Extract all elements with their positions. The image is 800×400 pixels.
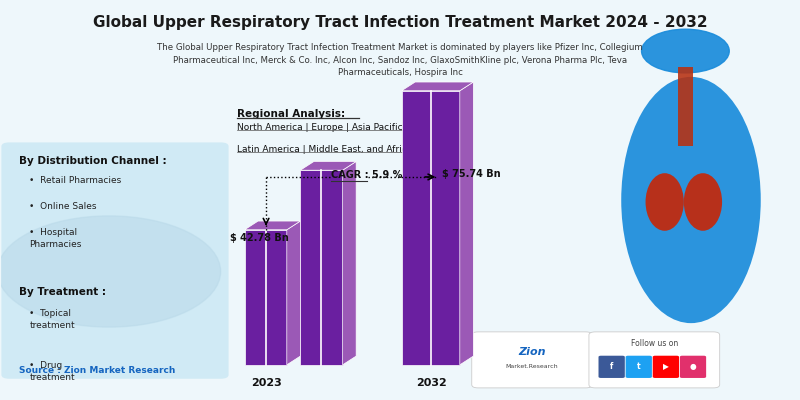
Polygon shape bbox=[286, 221, 300, 365]
Polygon shape bbox=[460, 82, 474, 365]
Text: By Distribution Channel :: By Distribution Channel : bbox=[19, 156, 166, 166]
Text: ●: ● bbox=[690, 362, 696, 371]
Polygon shape bbox=[300, 162, 356, 170]
Text: •  Drug
treatment: • Drug treatment bbox=[30, 361, 75, 382]
FancyBboxPatch shape bbox=[653, 356, 679, 378]
Text: North America | Europe | Asia Pacific: North America | Europe | Asia Pacific bbox=[237, 123, 402, 132]
Text: •  Topical
treatment: • Topical treatment bbox=[30, 309, 75, 330]
FancyBboxPatch shape bbox=[598, 356, 625, 378]
Ellipse shape bbox=[646, 173, 684, 231]
Text: Global Upper Respiratory Tract Infection Treatment Market 2024 - 2032: Global Upper Respiratory Tract Infection… bbox=[93, 15, 707, 30]
Circle shape bbox=[642, 29, 730, 73]
Polygon shape bbox=[300, 170, 342, 365]
Text: Latin America | Middle East, and Africa: Latin America | Middle East, and Africa bbox=[237, 145, 412, 154]
Text: By Treatment :: By Treatment : bbox=[19, 287, 106, 297]
Text: Source : Zion Market Research: Source : Zion Market Research bbox=[19, 366, 175, 375]
Text: •  Online Sales: • Online Sales bbox=[30, 202, 97, 211]
Polygon shape bbox=[402, 91, 460, 365]
FancyBboxPatch shape bbox=[2, 142, 229, 379]
Text: t: t bbox=[637, 362, 641, 371]
Polygon shape bbox=[245, 230, 286, 365]
Text: 2032: 2032 bbox=[417, 378, 447, 388]
Circle shape bbox=[0, 216, 221, 327]
Text: f: f bbox=[610, 362, 614, 371]
Text: Follow us on: Follow us on bbox=[630, 339, 678, 348]
Text: •  Retail Pharmacies: • Retail Pharmacies bbox=[30, 176, 122, 185]
Text: 2023: 2023 bbox=[250, 378, 282, 388]
FancyBboxPatch shape bbox=[472, 332, 592, 388]
Polygon shape bbox=[245, 221, 300, 230]
Text: $ 75.74 Bn: $ 75.74 Bn bbox=[442, 169, 501, 179]
Text: The Global Upper Respiratory Tract Infection Treatment Market is dominated by pl: The Global Upper Respiratory Tract Infec… bbox=[157, 43, 643, 77]
FancyBboxPatch shape bbox=[626, 356, 652, 378]
Text: CAGR : 5.9 %: CAGR : 5.9 % bbox=[330, 170, 402, 180]
Bar bbox=[678, 67, 693, 146]
Text: •  Hospital
Pharmacies: • Hospital Pharmacies bbox=[30, 228, 82, 249]
Polygon shape bbox=[402, 82, 474, 91]
Text: Market.Research: Market.Research bbox=[506, 364, 558, 368]
FancyBboxPatch shape bbox=[680, 356, 706, 378]
Ellipse shape bbox=[684, 173, 722, 231]
Text: $ 42.78 Bn: $ 42.78 Bn bbox=[230, 232, 289, 242]
Text: Zion: Zion bbox=[518, 347, 546, 357]
Text: Regional Analysis:: Regional Analysis: bbox=[237, 109, 345, 119]
Polygon shape bbox=[342, 162, 356, 365]
FancyBboxPatch shape bbox=[589, 332, 720, 388]
Text: ▶: ▶ bbox=[663, 362, 669, 371]
Ellipse shape bbox=[622, 77, 761, 323]
